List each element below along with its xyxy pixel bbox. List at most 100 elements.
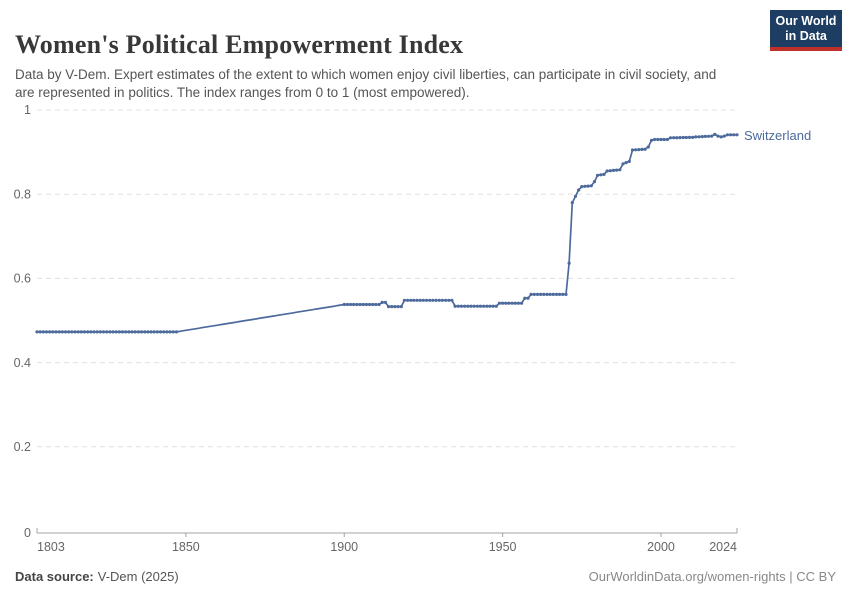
data-point-marker: [418, 298, 422, 302]
data-point-marker: [162, 330, 166, 334]
data-point-marker: [349, 302, 353, 307]
data-point-marker: [111, 330, 115, 334]
data-point-marker: [352, 302, 356, 307]
data-point-marker: [73, 330, 77, 334]
data-point-marker: [691, 135, 695, 139]
data-point-marker: [706, 134, 711, 138]
y-tick-label: 0.6: [14, 272, 31, 286]
data-point-marker: [725, 133, 730, 137]
data-point-marker: [421, 298, 425, 302]
data-point-marker: [425, 298, 429, 302]
data-source-label: Data source:: [15, 569, 94, 584]
data-point-marker: [108, 330, 112, 334]
data-point-marker: [602, 172, 606, 176]
data-point-marker: [130, 330, 134, 334]
y-tick-label: 0.4: [14, 356, 31, 370]
data-point-marker: [364, 302, 368, 307]
data-point-marker: [456, 304, 460, 308]
data-point-marker: [459, 304, 463, 308]
data-point-marker: [580, 185, 584, 189]
data-point-marker: [732, 133, 736, 137]
data-point-marker: [105, 330, 109, 334]
owid-logo: Our World in Data: [770, 10, 842, 51]
data-point-marker: [402, 298, 406, 302]
data-point-marker: [649, 138, 654, 142]
x-tick-label: 1950: [489, 540, 517, 554]
data-point-marker: [516, 301, 521, 305]
data-point-marker: [485, 304, 489, 308]
data-point-marker: [697, 135, 701, 139]
data-point-marker: [450, 298, 454, 302]
data-point-marker: [63, 330, 68, 334]
data-point-marker: [41, 330, 45, 334]
data-point-marker: [95, 330, 99, 334]
data-point-marker: [570, 201, 574, 205]
data-point-marker: [675, 136, 679, 140]
data-point-marker: [168, 330, 172, 334]
data-point-marker: [618, 168, 622, 172]
data-point-marker: [57, 330, 61, 334]
x-tick-label: 1900: [330, 540, 358, 554]
data-point-marker: [643, 147, 647, 151]
data-point-marker: [165, 330, 169, 334]
x-tick-label: 2024: [709, 540, 737, 554]
data-point-marker: [567, 261, 571, 265]
data-point-marker: [716, 134, 720, 138]
y-axis-labels: 0 0.2 0.4 0.6 0.8 1: [14, 103, 31, 540]
series-path: [37, 133, 737, 333]
data-point-marker: [482, 304, 486, 308]
data-point-marker: [70, 330, 74, 334]
data-point-marker: [60, 330, 64, 334]
data-point-marker: [684, 135, 688, 140]
data-point-marker: [428, 298, 432, 302]
data-point-marker: [399, 305, 403, 309]
data-point-marker: [687, 135, 692, 139]
data-point-marker: [662, 137, 666, 142]
data-point-marker: [406, 298, 410, 302]
data-point-marker: [637, 148, 641, 152]
data-point-marker: [92, 330, 96, 334]
data-point-marker: [371, 302, 375, 307]
data-point-marker: [54, 330, 58, 334]
data-point-marker: [520, 301, 524, 305]
data-point-marker: [390, 305, 394, 309]
data-point-marker: [152, 330, 156, 334]
data-point-marker: [387, 305, 391, 309]
data-point-marker: [355, 302, 359, 307]
data-point-marker: [393, 305, 397, 309]
data-point-marker: [551, 292, 555, 296]
data-point-marker: [48, 330, 52, 334]
data-point-marker: [735, 133, 739, 137]
data-point-marker: [431, 298, 435, 302]
data-point-marker: [478, 304, 482, 308]
data-point-marker: [396, 305, 400, 309]
y-tick-label: 1: [24, 103, 31, 117]
credit-link[interactable]: OurWorldinData.org/women-rights | CC BY: [588, 569, 836, 584]
data-point-marker: [510, 301, 514, 305]
data-point-marker: [434, 298, 438, 302]
data-point-marker: [374, 302, 378, 307]
data-point-marker: [361, 302, 365, 307]
data-point-marker: [529, 292, 533, 296]
data-point-marker: [504, 301, 508, 305]
data-point-marker: [415, 298, 419, 302]
data-point-marker: [523, 296, 527, 300]
data-point-marker: [488, 304, 492, 308]
data-point-marker: [143, 330, 147, 334]
data-point-marker: [440, 298, 444, 302]
data-point-marker: [86, 330, 90, 334]
data-point-marker: [554, 292, 559, 296]
data-point-marker: [681, 135, 685, 140]
x-axis-labels: 1803 1850 1900 1950 2000 2024: [37, 540, 737, 554]
data-point-marker: [640, 147, 644, 151]
data-point-marker: [586, 184, 590, 188]
data-point-marker: [561, 292, 565, 296]
data-point-marker: [713, 132, 717, 136]
data-point-marker: [694, 135, 698, 139]
data-point-marker: [605, 169, 609, 173]
data-point-marker: [513, 301, 517, 305]
y-gridlines: [37, 109, 737, 448]
data-point-marker: [124, 330, 128, 334]
data-point-marker: [592, 180, 597, 184]
